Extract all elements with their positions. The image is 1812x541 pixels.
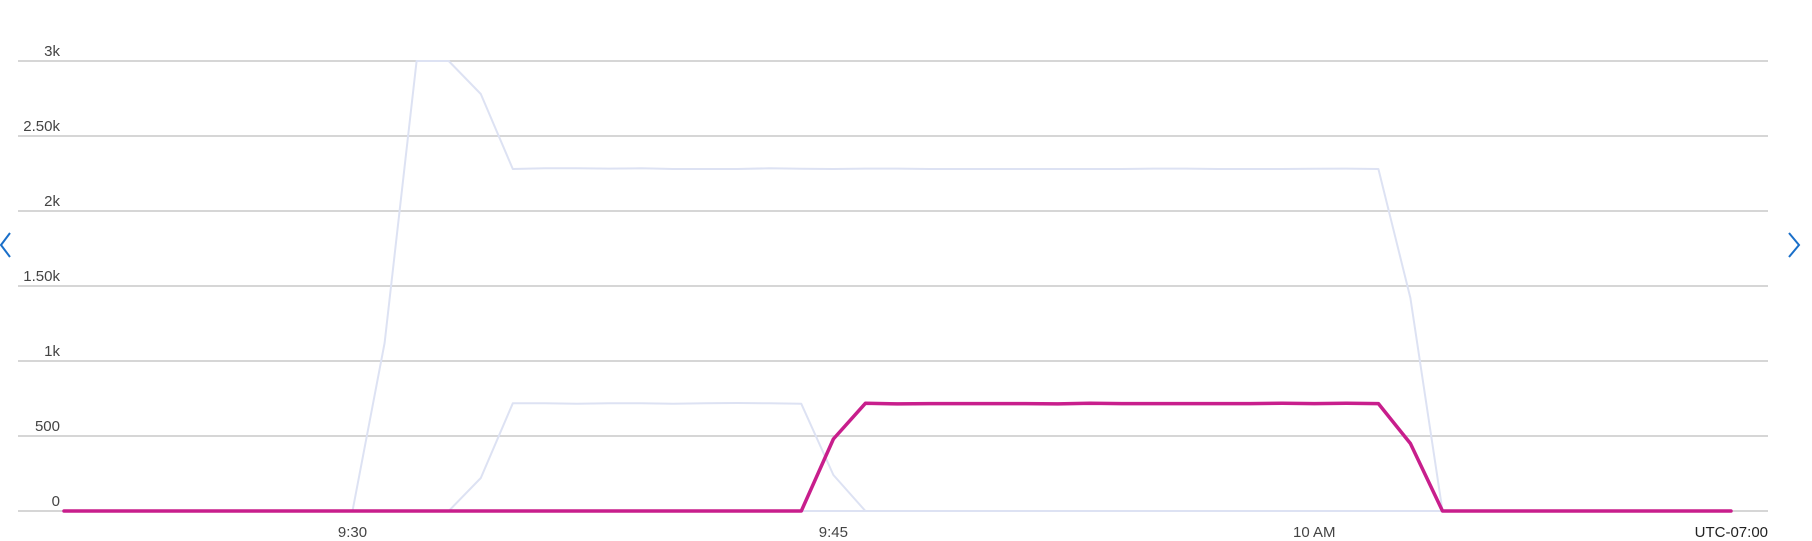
- y-tick-label: 2.50k: [23, 118, 60, 135]
- y-tick-label: 1k: [44, 343, 60, 360]
- timezone-label: UTC-07:00: [1695, 524, 1768, 541]
- chevron-right-icon: [1788, 232, 1801, 258]
- x-axis-ticks: 9:30 9:45 10 AM: [338, 524, 1336, 541]
- y-tick-label: 2k: [44, 193, 60, 210]
- series-lines: [62, 60, 1733, 513]
- y-axis-ticks: 0 500 1k 1.50k 2k 2.50k 3k: [23, 43, 60, 510]
- y-tick-label: 3k: [44, 43, 60, 60]
- next-period-button[interactable]: [1780, 225, 1808, 265]
- y-tick-label: 500: [35, 418, 60, 435]
- y-tick-label: 0: [52, 493, 60, 510]
- chevron-left-icon: [0, 232, 11, 258]
- y-tick-label: 1.50k: [23, 268, 60, 285]
- grid-lines: [18, 60, 1768, 512]
- x-tick-label: 10 AM: [1293, 524, 1336, 541]
- highlighted-series-line[interactable]: [62, 401, 1733, 513]
- previous-period-button[interactable]: [0, 225, 16, 265]
- series-line[interactable]: [63, 402, 1732, 512]
- x-tick-label: 9:45: [819, 524, 848, 541]
- x-tick-label: 9:30: [338, 524, 367, 541]
